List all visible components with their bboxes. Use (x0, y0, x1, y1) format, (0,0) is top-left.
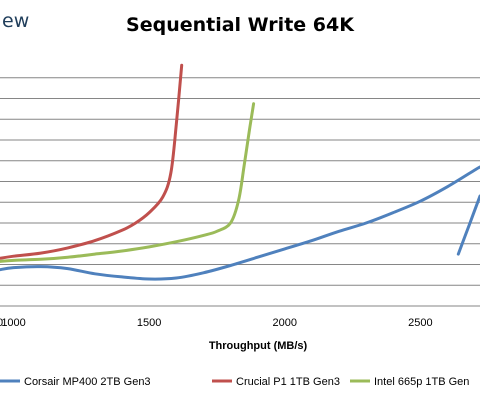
x-tick-label: 2000 (273, 317, 297, 329)
series-line-4 (456, 194, 480, 256)
legend-entry: Crucial P1 1TB Gen3 (236, 376, 340, 388)
brand-logo-fragment: ew (2, 10, 29, 32)
chart-title: Sequential Write 64K (126, 14, 355, 36)
series-line-2 (0, 63, 184, 260)
x-tick-label: 1500 (137, 317, 161, 329)
gridlines (0, 77, 480, 286)
x-axis-label: Throughput (MB/s) (209, 340, 308, 352)
series-line-3 (0, 102, 256, 263)
x-tick-labels: 1000 1500 2000 2500 0 (0, 317, 433, 329)
series-line-1 (0, 165, 480, 281)
series-lines (0, 63, 480, 281)
legend-entry: Intel 665p 1TB Gen (374, 376, 469, 388)
legend-entry: Corsair MP400 2TB Gen3 (24, 376, 151, 388)
x-tick-label: 2500 (408, 317, 432, 329)
legend: Corsair MP400 2TB Gen3 Crucial P1 1TB Gen… (0, 376, 469, 388)
x-tick-label-partial: 0 (0, 317, 3, 329)
x-tick-label: 1000 (1, 317, 25, 329)
